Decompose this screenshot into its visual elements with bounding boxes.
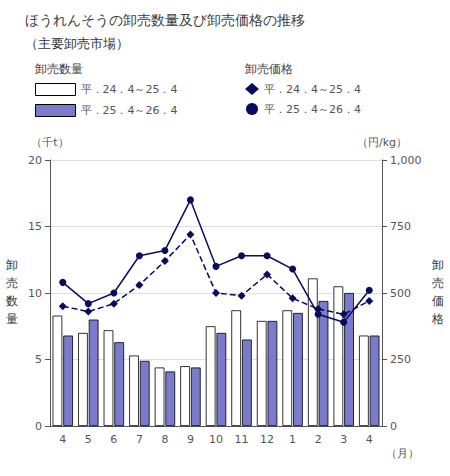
- svg-text:9: 9: [187, 433, 194, 446]
- svg-text:7: 7: [136, 433, 143, 446]
- svg-text:売: 売: [432, 276, 444, 290]
- svg-text:（主要卸売市場）: （主要卸売市場）: [25, 36, 129, 51]
- svg-text:2: 2: [315, 433, 322, 446]
- svg-text:5: 5: [35, 353, 42, 366]
- svg-text:価: 価: [432, 294, 444, 308]
- svg-text:4: 4: [366, 433, 373, 446]
- svg-text:（千t）: （千t）: [31, 136, 68, 149]
- svg-text:11: 11: [235, 433, 249, 446]
- svg-text:平．24．4～25．4: 平．24．4～25．4: [264, 83, 361, 96]
- svg-text:数: 数: [6, 294, 18, 308]
- svg-text:（月）: （月）: [386, 447, 419, 460]
- svg-text:10: 10: [209, 433, 223, 446]
- svg-text:0: 0: [390, 420, 397, 433]
- svg-text:15: 15: [28, 220, 42, 233]
- svg-text:平．24．4～25．4: 平．24．4～25．4: [81, 83, 178, 96]
- svg-text:（円/kg）: （円/kg）: [357, 136, 407, 149]
- svg-text:ほうれんそうの卸売数量及び卸売価格の推移: ほうれんそうの卸売数量及び卸売価格の推移: [25, 12, 305, 28]
- svg-text:格: 格: [431, 312, 444, 326]
- svg-text:1: 1: [289, 433, 296, 446]
- svg-text:卸売数量: 卸売数量: [35, 62, 83, 76]
- svg-text:卸: 卸: [6, 258, 18, 272]
- svg-text:10: 10: [28, 287, 42, 300]
- svg-text:12: 12: [260, 433, 274, 446]
- svg-text:卸: 卸: [432, 258, 444, 272]
- svg-text:卸売価格: 卸売価格: [245, 62, 293, 76]
- svg-text:量: 量: [6, 312, 18, 326]
- svg-text:平．25．4～26．4: 平．25．4～26．4: [264, 103, 361, 116]
- svg-text:750: 750: [390, 220, 411, 233]
- svg-text:3: 3: [340, 433, 347, 446]
- svg-text:平．25．4～26．4: 平．25．4～26．4: [81, 104, 178, 117]
- svg-text:0: 0: [35, 420, 42, 433]
- svg-text:8: 8: [161, 433, 168, 446]
- svg-text:売: 売: [6, 276, 18, 290]
- svg-text:4: 4: [59, 433, 66, 446]
- svg-text:6: 6: [110, 433, 117, 446]
- svg-text:500: 500: [390, 287, 411, 300]
- svg-text:250: 250: [390, 353, 411, 366]
- svg-text:1,000: 1,000: [390, 154, 422, 167]
- svg-text:5: 5: [85, 433, 92, 446]
- svg-text:20: 20: [28, 154, 42, 167]
